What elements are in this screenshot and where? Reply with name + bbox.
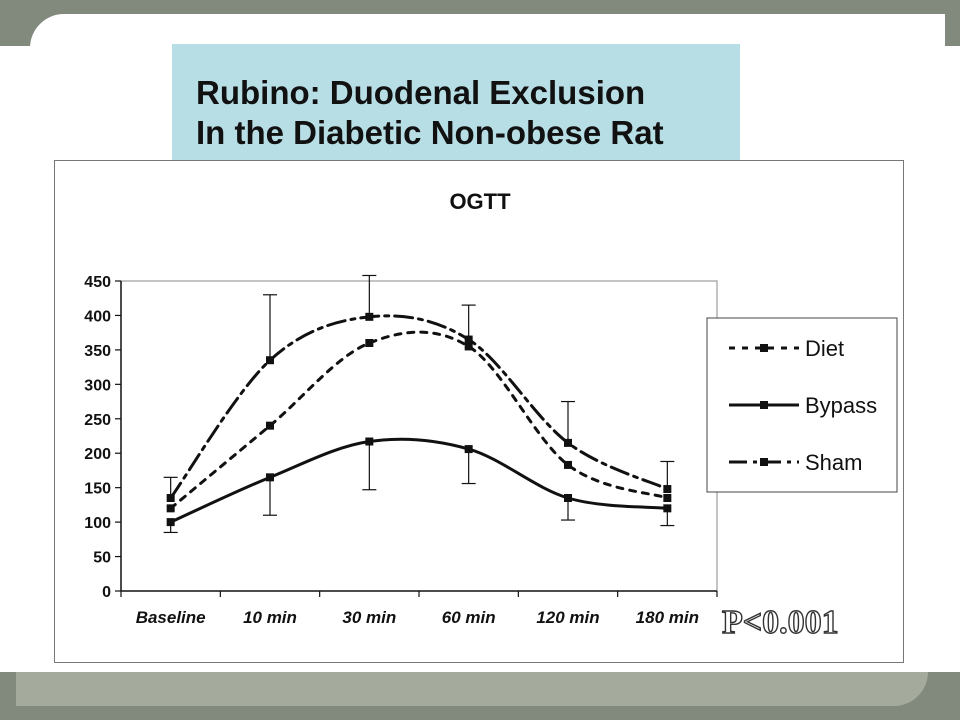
sham-data-point bbox=[663, 485, 672, 494]
diet-data-point bbox=[464, 342, 473, 351]
p-value-label: P<0.001 bbox=[721, 603, 839, 641]
chart-area: OGTT 0 50 100 150 200 250 300 350 400 450 Baseline 1… bbox=[54, 160, 904, 663]
x-tick-label: 60 min bbox=[442, 608, 496, 627]
diet-series-line bbox=[169, 330, 669, 510]
sham-data-point bbox=[266, 356, 274, 365]
y-tick-label: 350 bbox=[84, 343, 111, 360]
bypass-data-point bbox=[166, 518, 175, 527]
y-tick-label: 250 bbox=[84, 412, 111, 429]
y-tick-label: 300 bbox=[84, 377, 111, 394]
legend-bypass-marker bbox=[760, 401, 768, 409]
y-tick-label: 150 bbox=[84, 481, 111, 498]
sham-series-line bbox=[169, 314, 669, 500]
slide-frame-top-inner bbox=[30, 14, 945, 48]
y-tick-label: 50 bbox=[93, 550, 111, 567]
legend-bypass-label: Bypass bbox=[805, 393, 877, 418]
slide-title-box: Rubino: Duodenal Exclusion In the Diabet… bbox=[172, 44, 740, 161]
bypass-data-point bbox=[464, 445, 473, 454]
legend-diet-marker bbox=[760, 344, 768, 352]
legend-sham-label: Sham bbox=[805, 450, 862, 475]
diet-data-point bbox=[166, 504, 175, 513]
slide-title-line-1: Rubino: Duodenal Exclusion bbox=[196, 74, 646, 111]
y-tick-label: 100 bbox=[84, 515, 111, 532]
bypass-series-line bbox=[169, 437, 669, 524]
legend-sham-marker bbox=[760, 458, 768, 466]
bypass-data-point bbox=[663, 504, 672, 513]
bypass-data-point bbox=[266, 473, 274, 482]
y-tick-label: 400 bbox=[84, 308, 111, 325]
diet-data-point bbox=[266, 421, 274, 430]
x-tick-label: 30 min bbox=[342, 608, 396, 627]
legend-diet-label: Diet bbox=[805, 336, 844, 361]
diet-data-point bbox=[564, 460, 572, 469]
slide-frame-bottom-inner bbox=[16, 672, 928, 706]
ogtt-chart: OGTT 0 50 100 150 200 250 300 350 400 450 Baseline 1… bbox=[84, 189, 898, 627]
y-tick-label: 450 bbox=[84, 274, 111, 291]
sham-data-point bbox=[166, 494, 175, 502]
sham-data-point bbox=[464, 335, 473, 344]
diet-data-point bbox=[365, 339, 374, 347]
sham-data-point bbox=[365, 312, 374, 321]
slide-title-line-2: In the Diabetic Non-obese Rat bbox=[196, 114, 664, 151]
x-tick-label: 10 min bbox=[243, 608, 297, 627]
x-tick-label: Baseline bbox=[136, 608, 206, 627]
x-tick-label: 120 min bbox=[536, 608, 599, 627]
sham-data-point bbox=[564, 438, 572, 447]
bypass-data-point bbox=[365, 437, 374, 446]
chart-title: OGTT bbox=[449, 189, 511, 214]
x-tick-label: 180 min bbox=[636, 608, 699, 627]
diet-data-point bbox=[663, 494, 672, 502]
y-tick-label: 0 bbox=[102, 584, 111, 601]
y-tick-label: 200 bbox=[84, 446, 111, 463]
bypass-data-point bbox=[564, 494, 572, 502]
